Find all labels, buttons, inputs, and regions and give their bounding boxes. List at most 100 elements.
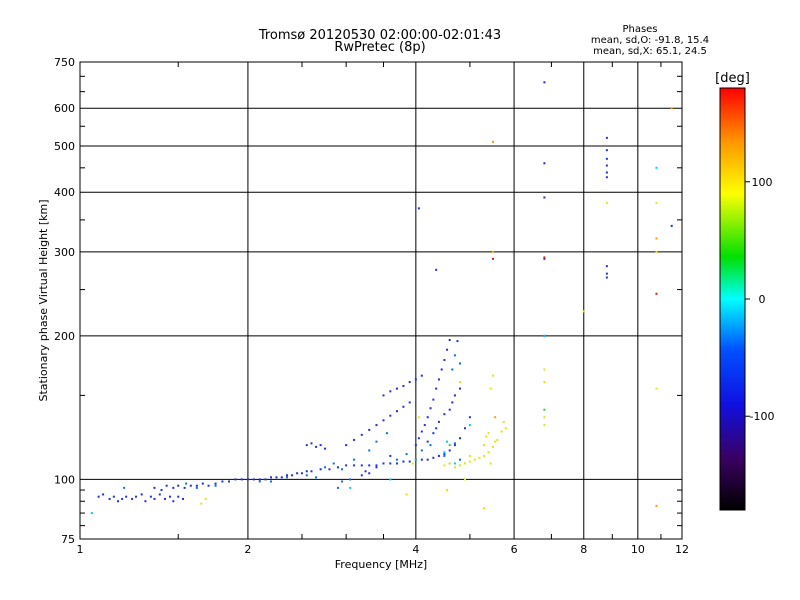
colorbar: 100 0 -100 [deg] [715,71,774,511]
data-point [389,414,392,417]
data-point [605,164,608,167]
data-point [183,486,186,489]
data-point [446,348,449,351]
data-point [655,292,658,295]
data-point [605,276,608,279]
data-point [172,500,175,503]
chart-subtitle: RwPretec (8p) [334,40,426,55]
data-point [459,387,462,390]
data-point [446,489,449,492]
data-point [123,486,126,489]
data-point [200,502,203,505]
data-point [411,462,414,465]
data-point [605,171,608,174]
data-point [185,482,188,485]
data-point [90,512,93,515]
data-point [246,478,249,481]
x-tick-label: 2 [244,543,251,556]
data-point [315,445,318,448]
data-point [468,454,471,457]
data-point [502,420,505,423]
y-tick-label: 400 [54,186,75,199]
data-point [395,410,398,413]
data-point [345,444,348,447]
data-point [97,495,100,498]
data-point [432,398,435,401]
data-point [408,401,411,404]
data-point [214,484,217,487]
data-point [108,497,111,500]
data-points [90,81,673,515]
y-axis-label: Stationary phase Virtual Height [km] [37,199,50,401]
data-point [453,354,456,357]
data-point [264,478,267,481]
data-point [489,462,492,465]
data-point [655,387,658,390]
data-point [464,427,467,430]
data-point [448,338,451,341]
data-point [389,454,392,457]
data-point [408,460,411,463]
data-point [670,107,673,110]
data-point [204,497,207,500]
data-point [207,484,210,487]
data-point [453,442,456,445]
data-point [504,427,507,430]
data-point [543,408,546,411]
x-tick-label: 1 [77,543,84,556]
data-point [473,458,476,461]
data-point [319,444,322,447]
data-point [437,454,440,457]
data-point [468,416,471,419]
data-point [443,451,446,454]
data-point [464,478,467,481]
data-point [446,440,449,443]
y-tick-label: 100 [54,473,75,486]
x-tick-label: 4 [412,543,419,556]
data-point [483,507,486,510]
data-point [491,250,494,253]
data-point [389,478,392,481]
data-point [368,449,371,452]
data-point [487,451,490,454]
data-point [543,416,546,419]
data-point [258,478,261,481]
data-point [468,424,471,427]
data-point [543,368,546,371]
data-point [655,504,658,507]
data-point [153,486,156,489]
data-point [417,207,420,210]
data-point [414,458,417,461]
data-point [252,478,255,481]
data-point [405,493,408,496]
data-point [300,472,303,475]
data-point [426,458,429,461]
x-tick-label: 8 [580,543,587,556]
data-point [496,438,499,441]
data-point [432,432,435,435]
chart-title: Tromsø 20120530 02:00:00-02:01:43 [258,28,502,43]
data-point [305,474,308,477]
data-point [389,390,392,393]
data-point [368,472,371,475]
data-point [140,493,143,496]
data-point [655,166,658,169]
y-tick-label: 750 [54,56,75,69]
data-point [405,453,408,456]
data-point [375,440,378,443]
data-point [240,478,243,481]
data-point [291,474,294,477]
data-point [296,472,299,475]
data-point [468,460,471,463]
data-point [385,432,388,435]
data-point [543,424,546,427]
legend-line-x: mean, sd,X: 65.1, 24.5 [593,46,707,57]
data-point [605,136,608,139]
data-point [483,454,486,457]
data-point [426,416,429,419]
data-point [459,381,462,384]
colorbar-label: [deg] [715,71,750,86]
data-point [543,381,546,384]
data-point [435,427,438,430]
data-point [420,374,423,377]
